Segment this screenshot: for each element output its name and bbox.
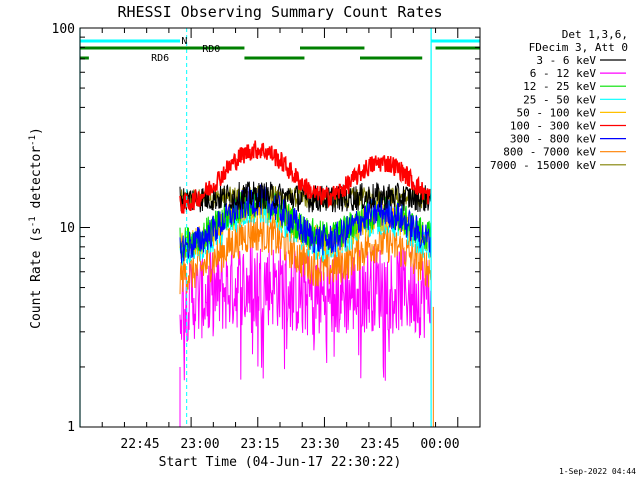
series-line — [179, 140, 432, 214]
x-tick-label: 00:00 — [420, 437, 459, 452]
x-axis: 22:45 23:00 23:15 23:30 23:45 00:00 — [120, 437, 459, 452]
x-tick-label: 23:15 — [240, 437, 279, 452]
legend-entry-label: 50 - 100 keV — [517, 106, 597, 119]
axis-ticks — [80, 27, 480, 428]
rd6-flag-label: RD6 — [151, 53, 169, 64]
x-tick-label: 22:45 — [120, 437, 159, 452]
legend-entry-label: 12 - 25 keV — [523, 80, 596, 93]
plot-area — [179, 140, 434, 427]
series-line — [179, 215, 432, 295]
chart-title: RHESSI Observing Summary Count Rates — [117, 3, 442, 21]
legend-header-line: FDecim 3, Att 0 — [529, 41, 628, 54]
series-line — [179, 184, 432, 264]
y-tick-label: 10 — [59, 221, 75, 236]
x-tick-label: 23:00 — [180, 437, 219, 452]
y-tick-label: 100 — [52, 22, 75, 37]
y-tick-label: 1 — [67, 420, 75, 435]
night-flag-label: N — [181, 36, 187, 47]
legend-entry-label: 7000 - 15000 keV — [490, 159, 596, 172]
footer-date: 1-Sep-2022 04:44 — [559, 467, 636, 476]
rd0-flag-label: RD0 — [202, 44, 220, 55]
legend-entry-label: 300 - 800 keV — [510, 133, 596, 146]
legend-entry-label: 800 - 7000 keV — [503, 146, 596, 159]
x-tick-label: 23:30 — [300, 437, 339, 452]
x-axis-label: Start Time (04-Jun-17 22:30:22) — [159, 455, 402, 470]
y-axis: 1 10 100 — [52, 22, 75, 435]
series-line — [179, 181, 432, 213]
y-axis-label: Count Rate (s-1 detector-1) — [28, 127, 44, 329]
legend-entry-label: 25 - 50 keV — [523, 93, 596, 106]
legend-entry-label: 3 - 6 keV — [536, 54, 596, 67]
legend-entry-label: 6 - 12 keV — [530, 67, 597, 80]
legend-entry-label: 100 - 300 keV — [510, 120, 596, 133]
x-tick-label: 23:45 — [360, 437, 399, 452]
legend-header-line: Det 1,3,6, — [562, 28, 628, 41]
